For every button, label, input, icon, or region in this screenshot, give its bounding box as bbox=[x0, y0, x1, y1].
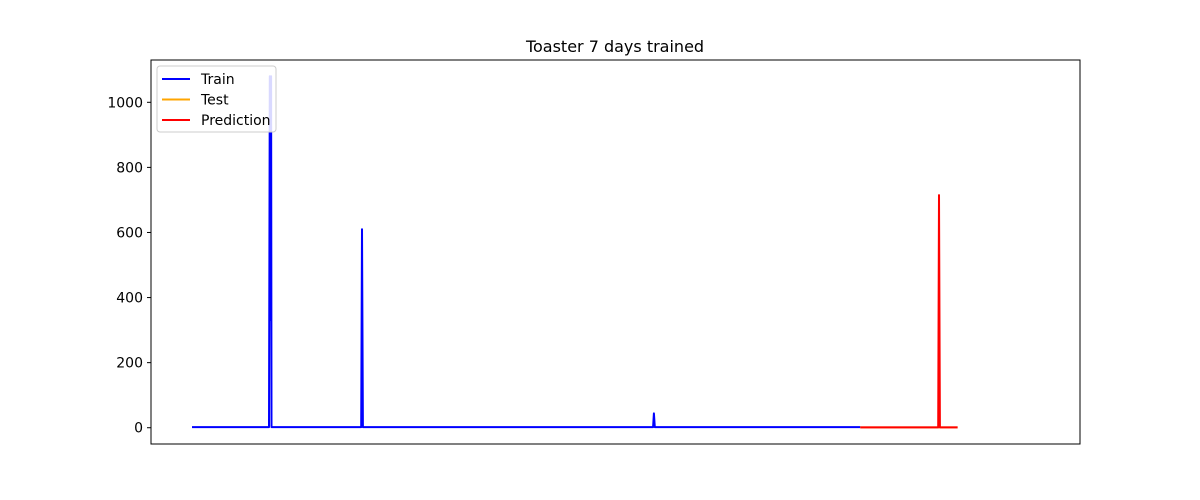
series-line-train bbox=[192, 75, 861, 429]
plot-frame bbox=[150, 59, 1081, 445]
y-tick-label: 1000 bbox=[107, 95, 143, 111]
legend-label-train: Train bbox=[200, 72, 235, 88]
y-tick-label: 800 bbox=[116, 160, 143, 176]
legend-box bbox=[156, 65, 277, 133]
legend-label-test: Test bbox=[200, 93, 229, 109]
series-line-prediction bbox=[860, 194, 958, 429]
legend: Train Test Prediction bbox=[156, 65, 277, 133]
legend-label-prediction: Prediction bbox=[201, 113, 271, 129]
y-tick-label: 200 bbox=[116, 356, 143, 372]
y-tick-label: 600 bbox=[116, 225, 143, 241]
y-axis: 0 200 400 600 800 1000 bbox=[107, 95, 151, 437]
series-layer bbox=[192, 75, 958, 429]
y-tick-label: 0 bbox=[134, 421, 143, 437]
chart-title: Toaster 7 days trained bbox=[525, 37, 704, 56]
y-tick-label: 400 bbox=[116, 291, 143, 307]
